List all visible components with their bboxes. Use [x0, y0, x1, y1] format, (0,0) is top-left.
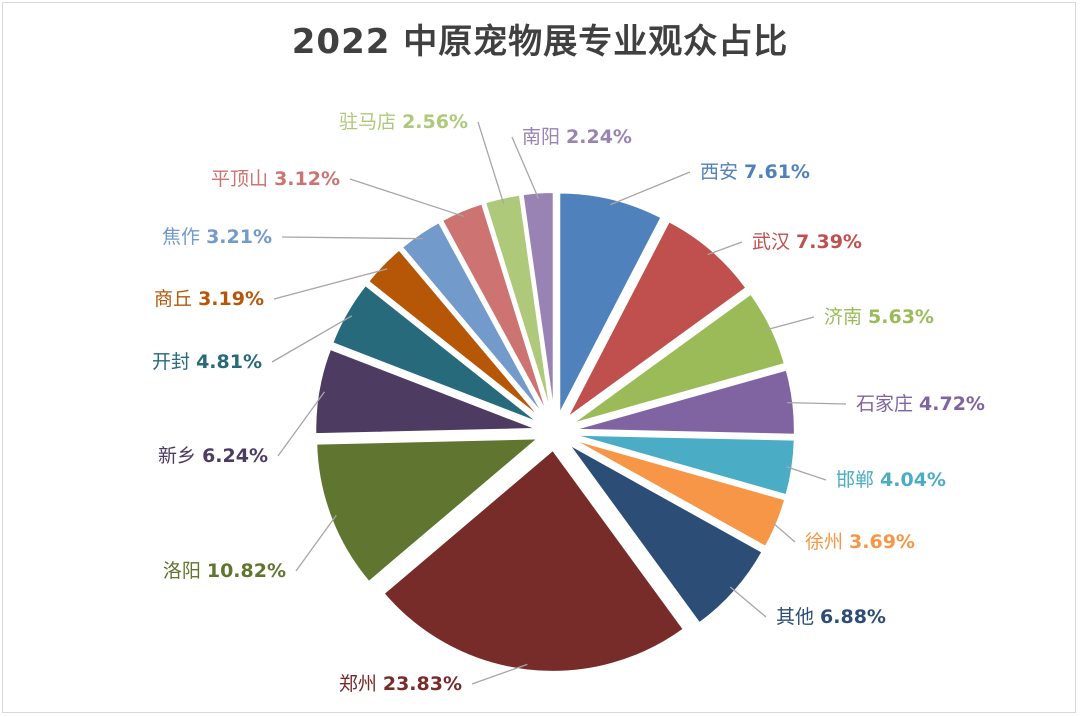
data-label-value: 2.24% — [566, 126, 632, 148]
leader-line-7 — [729, 586, 767, 618]
pie-slice-5[interactable] — [572, 433, 796, 497]
data-label-name: 济南 — [824, 306, 868, 328]
data-label-value: 4.81% — [196, 351, 262, 373]
data-label-9: 洛阳 10.82% — [163, 560, 286, 582]
leader-line-14 — [349, 178, 465, 218]
leader-line-2 — [707, 241, 743, 256]
data-label-name: 其他 — [776, 606, 820, 628]
data-label-name: 平顶山 — [211, 168, 274, 190]
data-label-value: 4.04% — [880, 469, 946, 491]
data-label-name: 石家庄 — [856, 393, 919, 415]
data-label-name: 武汉 — [752, 231, 796, 253]
leader-line-11 — [271, 315, 353, 363]
leader-line-4 — [787, 401, 847, 405]
leader-line-10 — [277, 391, 325, 457]
data-label-15: 驻马店 2.56% — [339, 111, 468, 133]
pie-slice-16[interactable] — [521, 191, 555, 415]
pie-slice-4[interactable] — [572, 368, 796, 436]
pie-slice-2[interactable] — [565, 219, 748, 420]
data-label-value: 4.72% — [919, 393, 985, 415]
data-label-1: 西安 7.61% — [700, 161, 810, 183]
data-label-value: 3.21% — [206, 226, 272, 248]
data-label-16: 南阳 2.24% — [522, 126, 632, 148]
data-label-2: 武汉 7.39% — [752, 231, 862, 253]
data-label-12: 商丘 3.19% — [154, 288, 264, 310]
data-label-value: 3.19% — [198, 288, 264, 310]
data-label-value: 3.69% — [849, 531, 915, 553]
data-label-name: 开封 — [152, 351, 196, 373]
leader-line-3 — [765, 316, 815, 331]
data-label-value: 6.24% — [202, 445, 268, 467]
data-label-value: 10.82% — [207, 560, 286, 582]
pie-slice-13[interactable] — [400, 220, 546, 418]
leader-line-12 — [273, 268, 388, 300]
pie-slice-6[interactable] — [571, 437, 787, 549]
leader-line-8 — [471, 663, 528, 685]
data-label-name: 洛阳 — [163, 560, 207, 582]
leader-line-16 — [511, 136, 540, 199]
data-label-value: 7.39% — [796, 231, 862, 253]
data-label-5: 邯郸 4.04% — [836, 469, 946, 491]
data-label-name: 驻马店 — [339, 111, 402, 133]
pie-slice-14[interactable] — [440, 202, 549, 416]
pie-slice-8[interactable] — [382, 448, 686, 673]
data-label-value: 5.63% — [868, 306, 934, 328]
data-label-8: 郑州 23.83% — [339, 673, 462, 695]
pie-slice-3[interactable] — [570, 292, 787, 426]
leader-line-15 — [477, 121, 505, 204]
data-label-name: 新乡 — [158, 445, 202, 467]
data-label-name: 郑州 — [339, 673, 383, 695]
data-label-name: 西安 — [700, 161, 744, 183]
data-label-4: 石家庄 4.72% — [856, 393, 985, 415]
pie-slice-1[interactable] — [558, 191, 663, 415]
data-label-name: 南阳 — [522, 126, 566, 148]
data-label-name: 商丘 — [154, 288, 198, 310]
data-label-value: 6.88% — [820, 606, 886, 628]
leader-line-6 — [770, 520, 796, 543]
data-label-6: 徐州 3.69% — [805, 531, 915, 553]
leader-line-5 — [786, 466, 827, 481]
data-label-value: 7.61% — [744, 161, 810, 183]
data-label-value: 2.56% — [402, 111, 468, 133]
chart-title: 2022 中原宠物展专业观众占比 — [291, 22, 789, 62]
data-label-3: 济南 5.63% — [824, 306, 934, 328]
pie-slice-12[interactable] — [366, 248, 543, 421]
pie-slice-9[interactable] — [315, 437, 541, 584]
data-label-11: 开封 4.81% — [152, 351, 262, 373]
pie-slice-11[interactable] — [330, 283, 540, 424]
data-label-value: 3.12% — [274, 168, 340, 190]
data-label-14: 平顶山 3.12% — [211, 168, 340, 190]
data-label-name: 徐州 — [805, 531, 849, 553]
pie-slice-10[interactable] — [314, 347, 538, 436]
data-label-name: 焦作 — [162, 226, 206, 248]
data-label-10: 新乡 6.24% — [158, 445, 268, 467]
data-label-7: 其他 6.88% — [776, 606, 886, 628]
data-label-name: 邯郸 — [836, 469, 880, 491]
leader-line-13 — [281, 236, 424, 240]
leader-line-1 — [610, 171, 691, 206]
data-label-value: 23.83% — [383, 673, 462, 695]
leader-line-9 — [295, 514, 337, 572]
data-label-13: 焦作 3.21% — [162, 226, 272, 248]
